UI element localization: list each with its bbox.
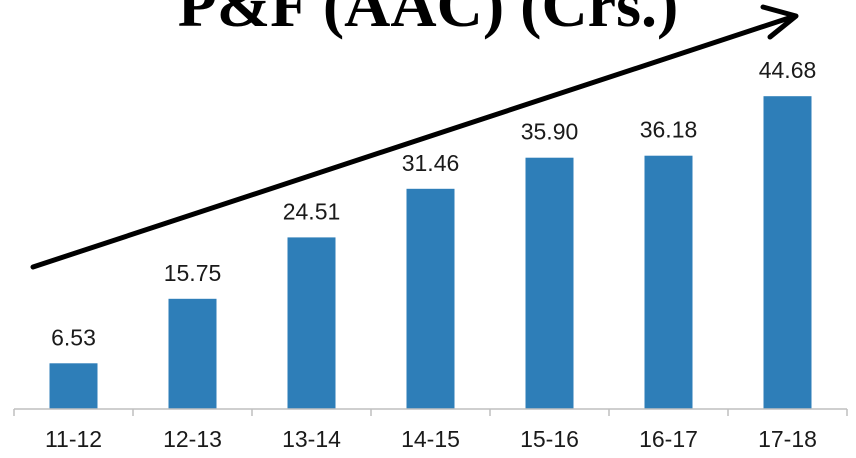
x-ticks-group [13, 409, 848, 416]
data-label-13-14: 24.51 [283, 198, 341, 224]
x-tick-label-16-17: 16-17 [639, 426, 698, 452]
trend-arrow [30, 13, 798, 270]
bar-12-13 [168, 298, 217, 410]
bar-13-14 [287, 237, 336, 409]
x-tick-label-12-13: 12-13 [163, 426, 222, 452]
data-label-16-17: 36.18 [640, 117, 698, 143]
bar-14-15 [406, 188, 455, 409]
x-tick-label-15-16: 15-16 [520, 426, 579, 452]
bar-15-16 [525, 157, 574, 409]
bars-group [49, 96, 812, 410]
data-label-17-18: 44.68 [759, 57, 817, 83]
data-label-11-12: 6.53 [51, 324, 96, 350]
data-labels-group: 6.53 15.75 24.51 31.46 35.90 36.18 44.68 [51, 57, 816, 350]
bar-16-17 [644, 155, 693, 409]
chart-title: P&F (AAC) (Crs.) [178, 0, 679, 40]
x-tick-label-14-15: 14-15 [401, 426, 460, 452]
tick-labels-group: 11-12 12-13 13-14 14-15 15-16 16-17 17-18 [45, 426, 817, 452]
data-label-12-13: 15.75 [164, 260, 222, 286]
bar-11-12 [49, 363, 98, 409]
data-label-14-15: 31.46 [402, 150, 460, 176]
bar-17-18 [763, 96, 812, 409]
x-tick-label-11-12: 11-12 [45, 426, 102, 452]
data-label-15-16: 35.90 [521, 119, 579, 145]
trend-arrowhead [760, 4, 799, 40]
x-tick-label-13-14: 13-14 [282, 426, 341, 452]
x-tick-label-17-18: 17-18 [758, 426, 817, 452]
